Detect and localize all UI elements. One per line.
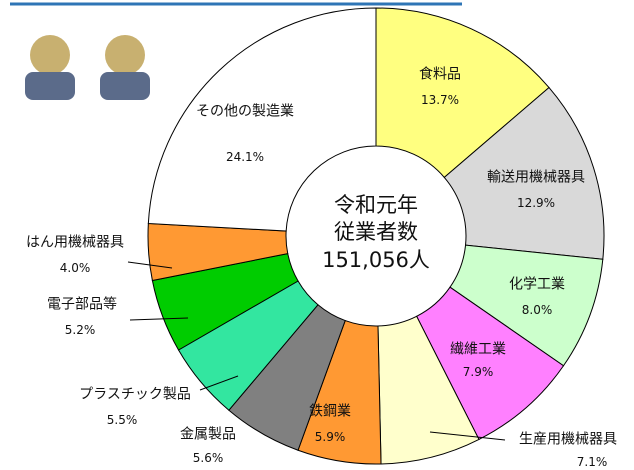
value-label: 5.5% — [106, 412, 138, 427]
category-label: 化学工業 — [509, 276, 565, 293]
worker-icons — [25, 35, 150, 100]
category-label: 輸送用機械器具 — [487, 169, 585, 186]
value-label: 5.9% — [314, 429, 346, 444]
category-label: プラスチック製品 — [79, 386, 191, 403]
leader-line — [199, 375, 239, 391]
category-label: 電子部品等 — [47, 296, 117, 313]
leader-line — [129, 317, 189, 321]
category-label: 食料品 — [419, 66, 461, 83]
category-label: 繊維工業 — [450, 341, 506, 358]
value-label: 5.6% — [192, 450, 224, 465]
donut-slice — [147, 7, 377, 232]
value-label: 4.0% — [59, 260, 91, 275]
category-label: 生産用機械器具 — [519, 431, 617, 448]
category-label: はん用機械器具 — [26, 234, 124, 251]
center-label: 令和元年 従業者数 151,056人 — [322, 193, 430, 272]
value-label: 7.9% — [462, 364, 494, 379]
donut-slice — [443, 86, 605, 260]
donut-slice — [375, 7, 550, 179]
value-label: 24.1% — [225, 149, 265, 164]
leader-line — [127, 261, 173, 269]
category-label: 鉄鋼業 — [309, 403, 351, 420]
value-label: 7.1% — [576, 454, 608, 469]
category-label: その他の製造業 — [196, 103, 294, 120]
value-label: 8.0% — [521, 302, 553, 317]
leader-line — [429, 431, 506, 441]
value-label: 12.9% — [516, 195, 556, 210]
category-label: 金属製品 — [180, 426, 236, 443]
value-label: 13.7% — [420, 92, 460, 107]
value-label: 5.2% — [64, 322, 96, 337]
